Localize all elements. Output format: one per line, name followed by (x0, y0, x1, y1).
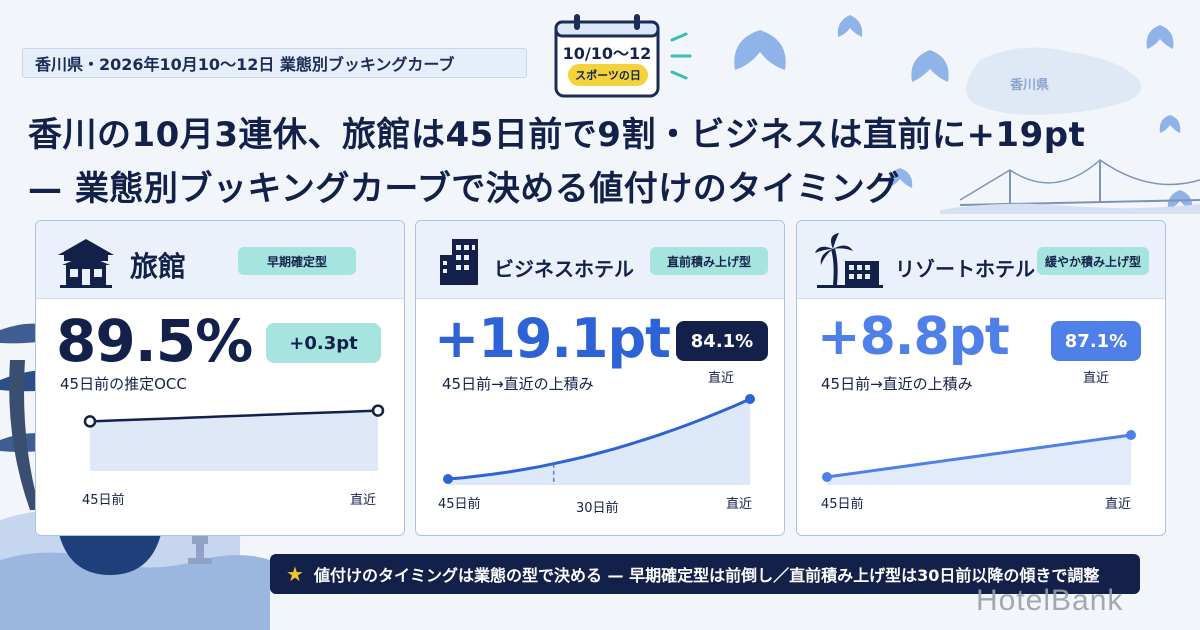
late-value-label: 直近 (708, 371, 735, 386)
booking-curve (83, 404, 385, 471)
type-badge: 早期確定型 (238, 247, 356, 275)
curve-area (827, 435, 1131, 485)
curve-point-start (83, 415, 97, 428)
metric-label: 45日前→直近の上積み (821, 375, 973, 393)
change-badge: +0.3pt (266, 323, 381, 363)
ryokan-icon (58, 239, 114, 288)
curve-point-start (443, 474, 453, 484)
curve-area (90, 410, 378, 471)
type-badge: 直前積み上げ型 (650, 247, 768, 275)
curve-point-end (745, 394, 755, 404)
kagawa-map (966, 47, 1142, 115)
late-value-badge: 84.1% (676, 321, 768, 361)
axis-end-label: 直近 (1105, 497, 1132, 512)
late-value-badge: 87.1% (1051, 321, 1141, 361)
card-business-hotel: ビジネスホテル 直前積み上げ型 +19.1pt 84.1% 直近 45日前→直近… (415, 220, 785, 536)
holiday-badge: スポーツの日 (568, 64, 648, 86)
curve-point-end (371, 404, 385, 417)
card-resort-hotel: リゾートホテル 緩やか積み上げ型 +8.8pt 87.1% 直近 45日前→直近… (796, 220, 1166, 536)
axis-start-label: 45日前 (438, 497, 481, 512)
curve-line (826, 433, 1132, 479)
axis-end-label: 直近 (350, 493, 377, 508)
palm-tree-icon (815, 233, 883, 288)
map-label: 香川県 (1010, 78, 1050, 93)
card-ryokan: 旅館 早期確定型 89.5% +0.3pt 45日前の推定OCC 45日前 直近 (35, 220, 405, 536)
page-title: 香川の10月3連休、旅館は45日前で9割・ビジネスは直前に+19pt — 業態別… (28, 108, 1168, 216)
booking-curve (443, 394, 755, 485)
star-icon: ★ (286, 562, 304, 586)
headline-line-1: 香川の10月3連休、旅館は45日前で9割・ビジネスは直前に+19pt (28, 115, 1086, 155)
ginkgo-leaf-icon (734, 15, 1193, 210)
footer-banner: ★ 値付けのタイミングは業態の型で決める — 早期確定型は前倒し／直前積み上げ型… (270, 554, 1140, 594)
card-title: 旅館 (130, 250, 187, 283)
building-icon (440, 239, 478, 285)
metric-label: 45日前→直近の上積み (442, 375, 594, 393)
axis-start-label: 45日前 (82, 493, 125, 508)
headline-metric: +8.8pt (817, 307, 1010, 367)
headline-line-2: — 業態別ブッキングカーブで決める値付けのタイミング (28, 169, 900, 209)
curve-line (89, 409, 379, 423)
axis-mid-label: 30日前 (576, 501, 619, 516)
calendar-dates: 10/10〜12 (562, 44, 652, 63)
curve-point-start (822, 472, 832, 482)
booking-curve (822, 430, 1136, 485)
card-title: ビジネスホテル (494, 257, 634, 281)
curve-area (448, 399, 750, 485)
tagline: 香川県・2026年10月10〜12日 業態別ブッキングカーブ (22, 48, 527, 78)
headline-metric: 89.5% (56, 307, 253, 375)
axis-start-label: 45日前 (821, 497, 864, 512)
brand-logo: HotelBank (976, 584, 1124, 617)
event-calendar: 10/10〜12 スポーツの日 (552, 14, 662, 98)
curve-point-end (1126, 430, 1136, 440)
type-badge: 緩やか積み上げ型 (1037, 247, 1149, 275)
footer-text: 値付けのタイミングは業態の型で決める — 早期確定型は前倒し／直前積み上げ型は3… (313, 566, 1100, 585)
late-value-label: 直近 (1083, 371, 1110, 386)
headline-metric: +19.1pt (434, 307, 671, 370)
axis-end-label: 直近 (726, 497, 753, 512)
metric-label: 45日前の推定OCC (60, 375, 187, 393)
card-title: リゾートホテル (895, 257, 1035, 281)
curve-line (447, 397, 751, 481)
